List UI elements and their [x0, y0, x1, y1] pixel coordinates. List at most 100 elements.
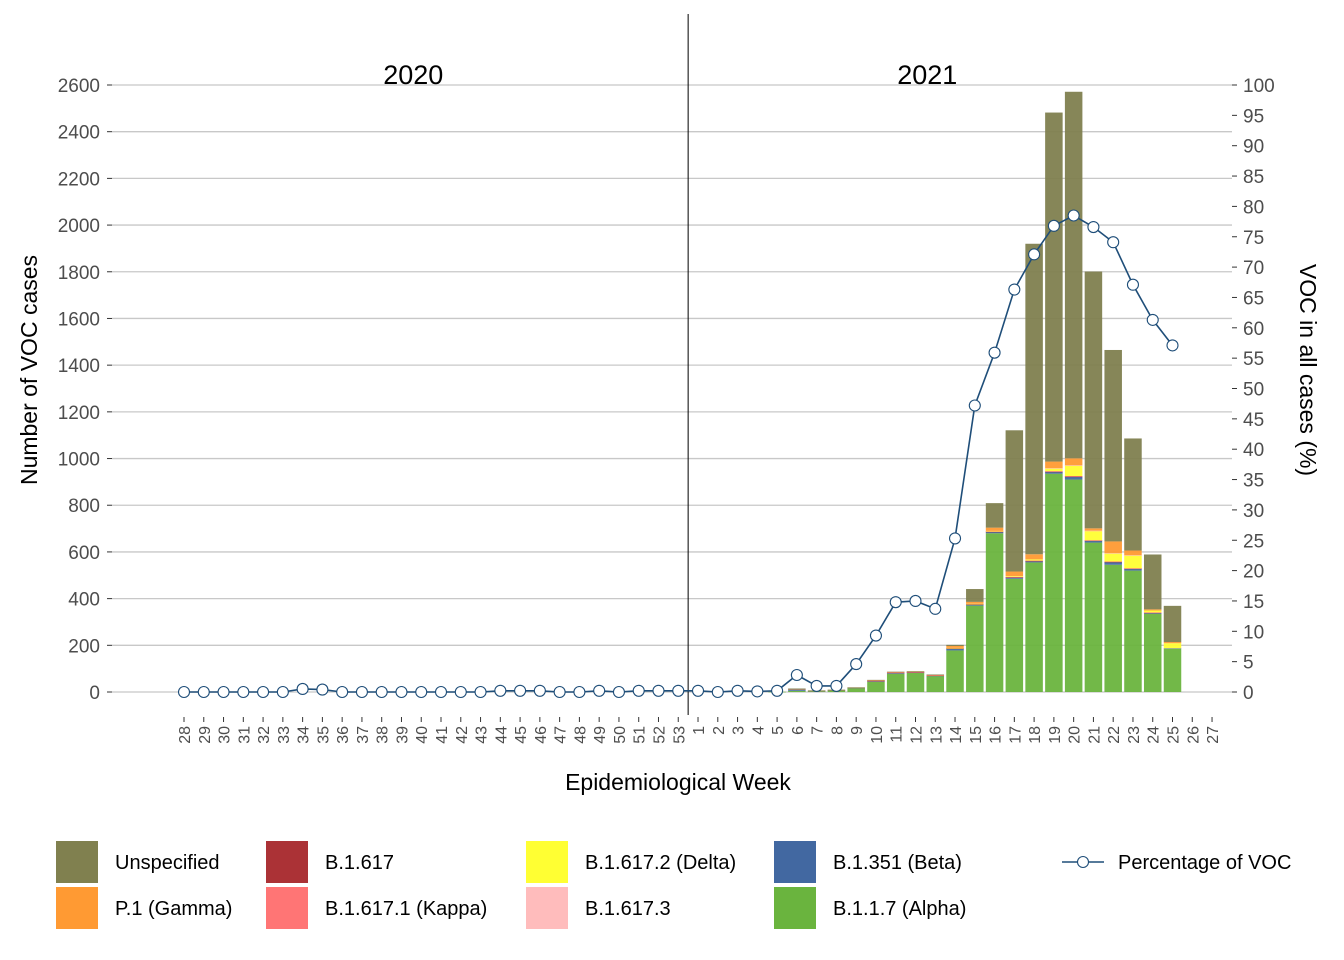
line-point: [375, 685, 388, 699]
y-tick-label: 1600: [58, 309, 100, 330]
bar-segment: [985, 527, 1004, 531]
line-point: [177, 685, 191, 699]
line-point: [514, 684, 527, 697]
x-tick-label: 18: [1027, 726, 1044, 744]
y2-tick-label: 75: [1243, 228, 1264, 249]
line-point: [790, 668, 803, 682]
line-point: [276, 685, 289, 699]
bar-segment: [985, 531, 1004, 532]
legend-label: B.1.351 (Beta): [833, 852, 962, 874]
bar-segment: [1143, 554, 1162, 610]
bar-segment: [985, 531, 1004, 534]
bar-segment: [1163, 642, 1182, 644]
x-tick-label: 3: [731, 726, 748, 735]
bar-segment: [1104, 553, 1122, 554]
x-tick-label: 53: [671, 726, 688, 744]
bar-segment: [1064, 476, 1083, 477]
x-tick-label: 31: [236, 726, 253, 744]
y2-tick-label: 5: [1243, 653, 1254, 674]
line-point: [1047, 219, 1060, 232]
line-point: [336, 685, 349, 699]
bar-segment: [1064, 458, 1083, 466]
legend-label: Percentage of VOC: [1118, 852, 1291, 874]
x-tick-label: 49: [592, 726, 609, 744]
bar-segment: [886, 672, 905, 673]
x-tick-label: 30: [217, 726, 234, 744]
bar-segment: [1163, 648, 1182, 692]
line-point: [217, 685, 230, 699]
bar-segment: [985, 530, 1004, 532]
line-point: [850, 658, 863, 671]
y-tick-label: 400: [68, 590, 100, 611]
y2-tick-label: 25: [1243, 531, 1264, 552]
x-tick-label: 5: [770, 726, 787, 735]
line-point: [1126, 278, 1140, 291]
y2-tick-label: 20: [1243, 562, 1264, 583]
legend-label: B.1.617.1 (Kappa): [325, 898, 487, 920]
y2-tick-label: 45: [1243, 410, 1264, 431]
bar-segment: [886, 673, 905, 674]
bar-segment: [946, 647, 964, 649]
y2-tick-label: 65: [1243, 288, 1264, 309]
legend-item: Unspecified: [56, 841, 220, 883]
bar-segment: [946, 648, 964, 651]
line-point: [929, 602, 942, 615]
line-point: [1166, 339, 1179, 352]
y2-tick-label: 15: [1243, 592, 1264, 613]
bar-segment: [1143, 609, 1162, 611]
x-tick-label: 46: [533, 726, 550, 744]
line-point: [573, 685, 586, 699]
line-point: [474, 685, 487, 699]
bar-segment: [1124, 570, 1142, 692]
x-tick-label: 29: [197, 726, 214, 744]
x-tick-label: 16: [988, 726, 1005, 744]
line-point: [988, 346, 1001, 359]
line-point: [711, 685, 724, 699]
bar-segment: [886, 673, 905, 692]
bar-segment: [1025, 561, 1043, 563]
line-point: [454, 685, 467, 699]
bar-segment: [1045, 471, 1063, 474]
line-point: [830, 679, 843, 692]
line-point: [1146, 313, 1159, 326]
line-point: [533, 684, 546, 697]
bar-segment: [1143, 613, 1162, 692]
x-tick-label: 21: [1086, 726, 1103, 744]
bar-segment: [1104, 561, 1122, 563]
x-tick-label: 20: [1067, 726, 1084, 744]
y2-tick-label: 30: [1243, 501, 1264, 522]
y-tick-label: 0: [89, 683, 100, 704]
bar-segment: [1104, 553, 1122, 562]
legend-label: B.1.617.2 (Delta): [585, 852, 736, 874]
line-point: [494, 684, 507, 697]
bar-segment: [867, 681, 885, 682]
y-tick-label: 2000: [58, 216, 100, 237]
x-axis-title: Epidemiological Week: [565, 769, 791, 795]
bar-segment: [1084, 542, 1103, 692]
bar-segment: [1025, 560, 1043, 562]
bar-segment: [946, 646, 964, 648]
line-point: [1087, 220, 1100, 234]
line-point: [434, 685, 448, 699]
legend-label: B.1.617.3: [585, 898, 671, 920]
line-point: [1067, 209, 1080, 222]
y-tick-label: 800: [68, 496, 100, 517]
bar-segment: [1025, 559, 1043, 561]
legend-swatch: [56, 841, 98, 883]
bar-segment: [1045, 471, 1063, 472]
x-tick-label: 35: [315, 726, 332, 744]
x-tick-label: 41: [434, 726, 451, 744]
bar-segment: [926, 676, 945, 692]
bar-segment: [1104, 349, 1122, 542]
y-tick-label: 600: [68, 543, 100, 564]
bar-segment: [1124, 568, 1142, 571]
bar-segment: [1084, 530, 1103, 532]
line-point: [751, 685, 764, 698]
line-point: [691, 684, 705, 697]
y2-tick-label: 95: [1243, 106, 1264, 127]
line-point: [1028, 248, 1041, 261]
x-tick-label: 50: [612, 726, 629, 744]
bar-segment: [1045, 468, 1063, 472]
bar-segment: [1124, 438, 1142, 551]
